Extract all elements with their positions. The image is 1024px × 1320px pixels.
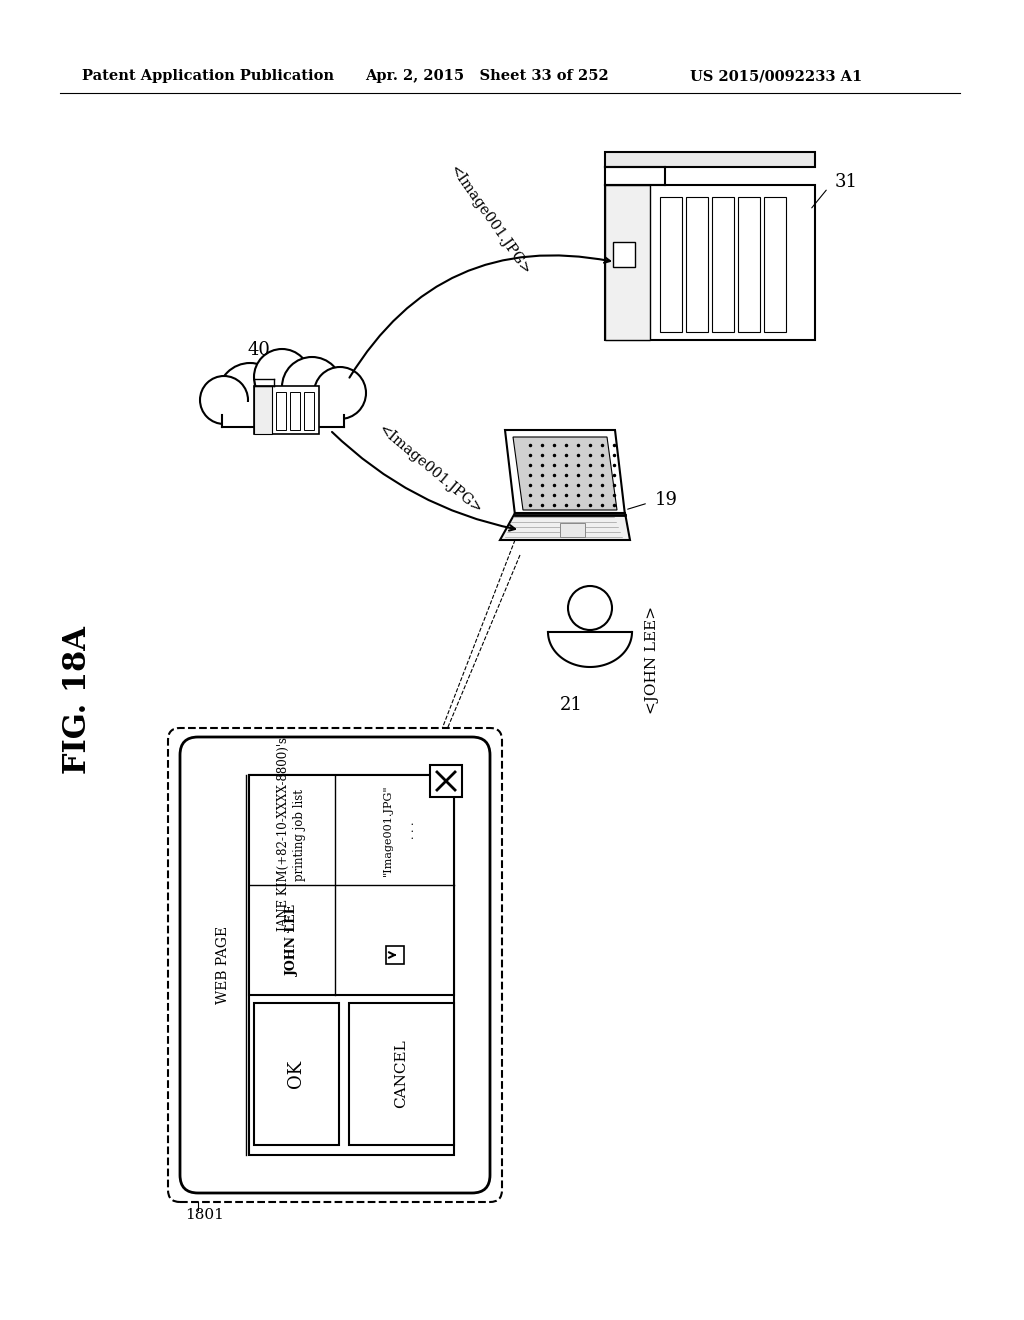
FancyBboxPatch shape [712, 197, 734, 331]
Text: 1801: 1801 [185, 1208, 224, 1222]
Text: OK: OK [288, 1060, 305, 1088]
FancyBboxPatch shape [605, 152, 815, 166]
Polygon shape [505, 430, 625, 515]
FancyBboxPatch shape [738, 197, 760, 331]
Text: 21: 21 [560, 696, 583, 714]
Circle shape [254, 348, 310, 405]
FancyBboxPatch shape [605, 185, 650, 339]
Polygon shape [548, 632, 632, 667]
Text: 19: 19 [655, 491, 678, 510]
FancyBboxPatch shape [254, 385, 271, 434]
FancyBboxPatch shape [180, 737, 490, 1193]
Circle shape [282, 356, 342, 417]
Circle shape [218, 363, 282, 426]
Text: Apr. 2, 2015   Sheet 33 of 252: Apr. 2, 2015 Sheet 33 of 252 [365, 69, 608, 83]
FancyBboxPatch shape [168, 729, 502, 1203]
Text: JOHN LEE: JOHN LEE [286, 904, 299, 975]
Text: WEB PAGE: WEB PAGE [216, 925, 230, 1005]
Circle shape [200, 376, 248, 424]
Polygon shape [500, 513, 630, 540]
Text: "Image001.JPG"

. . .: "Image001.JPG" . . . [383, 784, 416, 875]
Polygon shape [513, 437, 617, 510]
Text: <JOHN LEE>: <JOHN LEE> [645, 606, 659, 714]
Text: 40: 40 [248, 341, 271, 359]
FancyBboxPatch shape [560, 523, 585, 537]
Text: 31: 31 [835, 173, 858, 191]
FancyBboxPatch shape [275, 392, 286, 430]
Circle shape [314, 367, 366, 418]
FancyBboxPatch shape [349, 1003, 454, 1144]
FancyBboxPatch shape [385, 946, 403, 964]
Text: <Image001.JPG>: <Image001.JPG> [446, 162, 534, 277]
Text: JANE KIM(+82-10-XXXX-8800)'s
printing job list: JANE KIM(+82-10-XXXX-8800)'s printing jo… [278, 738, 306, 932]
FancyBboxPatch shape [613, 242, 635, 267]
FancyBboxPatch shape [249, 775, 454, 995]
Text: CANCEL: CANCEL [394, 1040, 409, 1109]
FancyBboxPatch shape [249, 775, 454, 1155]
FancyBboxPatch shape [254, 1003, 339, 1144]
FancyBboxPatch shape [222, 403, 344, 426]
FancyBboxPatch shape [303, 392, 313, 430]
FancyBboxPatch shape [430, 766, 462, 797]
FancyBboxPatch shape [605, 185, 815, 339]
Text: Patent Application Publication: Patent Application Publication [82, 69, 334, 83]
Text: US 2015/0092233 A1: US 2015/0092233 A1 [690, 69, 862, 83]
Text: FIG. 18A: FIG. 18A [62, 626, 93, 774]
FancyBboxPatch shape [686, 197, 708, 331]
Text: <Image001.JPG>: <Image001.JPG> [376, 422, 484, 517]
FancyBboxPatch shape [660, 197, 682, 331]
FancyBboxPatch shape [290, 392, 299, 430]
FancyBboxPatch shape [764, 197, 786, 331]
FancyBboxPatch shape [254, 385, 318, 434]
